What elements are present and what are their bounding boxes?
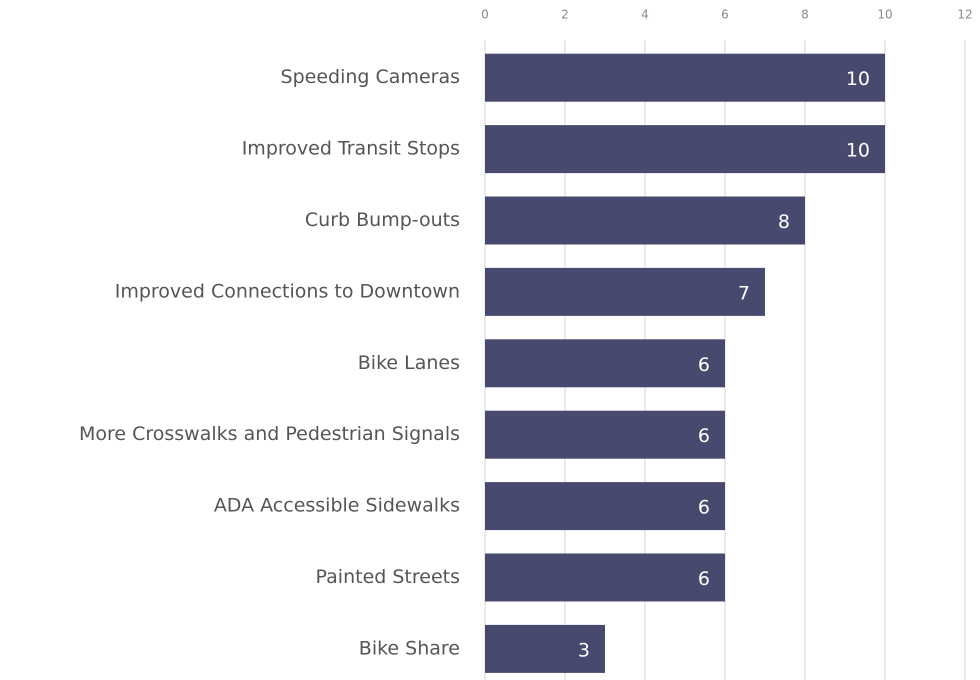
bar xyxy=(485,125,885,174)
y-tick-label: Curb Bump-outs xyxy=(305,209,460,231)
y-tick-label: Improved Transit Stops xyxy=(242,138,460,160)
bar xyxy=(485,53,885,102)
bar xyxy=(485,339,725,388)
value-label: 3 xyxy=(578,639,590,661)
bar xyxy=(485,553,725,602)
x-tick-label: 6 xyxy=(721,8,729,22)
bar xyxy=(485,482,725,531)
x-tick-label: 0 xyxy=(481,8,489,22)
y-tick-label: ADA Accessible Sidewalks xyxy=(214,495,460,517)
y-tick-label: Improved Connections to Downtown xyxy=(115,280,460,302)
x-tick-label: 8 xyxy=(801,8,809,22)
x-tick-label: 12 xyxy=(957,8,972,22)
value-label: 6 xyxy=(698,568,710,590)
x-tick-label: 10 xyxy=(877,8,892,22)
y-tick-label: Bike Lanes xyxy=(358,352,460,374)
y-tick-label: Painted Streets xyxy=(316,566,460,588)
value-label: 6 xyxy=(698,497,710,519)
x-tick-label: 4 xyxy=(641,8,649,22)
value-label: 7 xyxy=(738,282,750,304)
value-label: 10 xyxy=(846,68,870,90)
bar xyxy=(485,410,725,459)
bar xyxy=(485,624,605,673)
x-tick-label: 2 xyxy=(561,8,569,22)
value-label: 10 xyxy=(846,140,870,162)
value-label: 6 xyxy=(698,354,710,376)
bar xyxy=(485,196,805,245)
y-tick-label: Bike Share xyxy=(359,637,460,659)
value-label: 6 xyxy=(698,425,710,447)
y-tick-label: More Crosswalks and Pedestrian Signals xyxy=(79,423,460,445)
bar xyxy=(485,267,765,316)
value-label: 8 xyxy=(778,211,790,233)
y-tick-label: Speeding Cameras xyxy=(281,66,460,88)
